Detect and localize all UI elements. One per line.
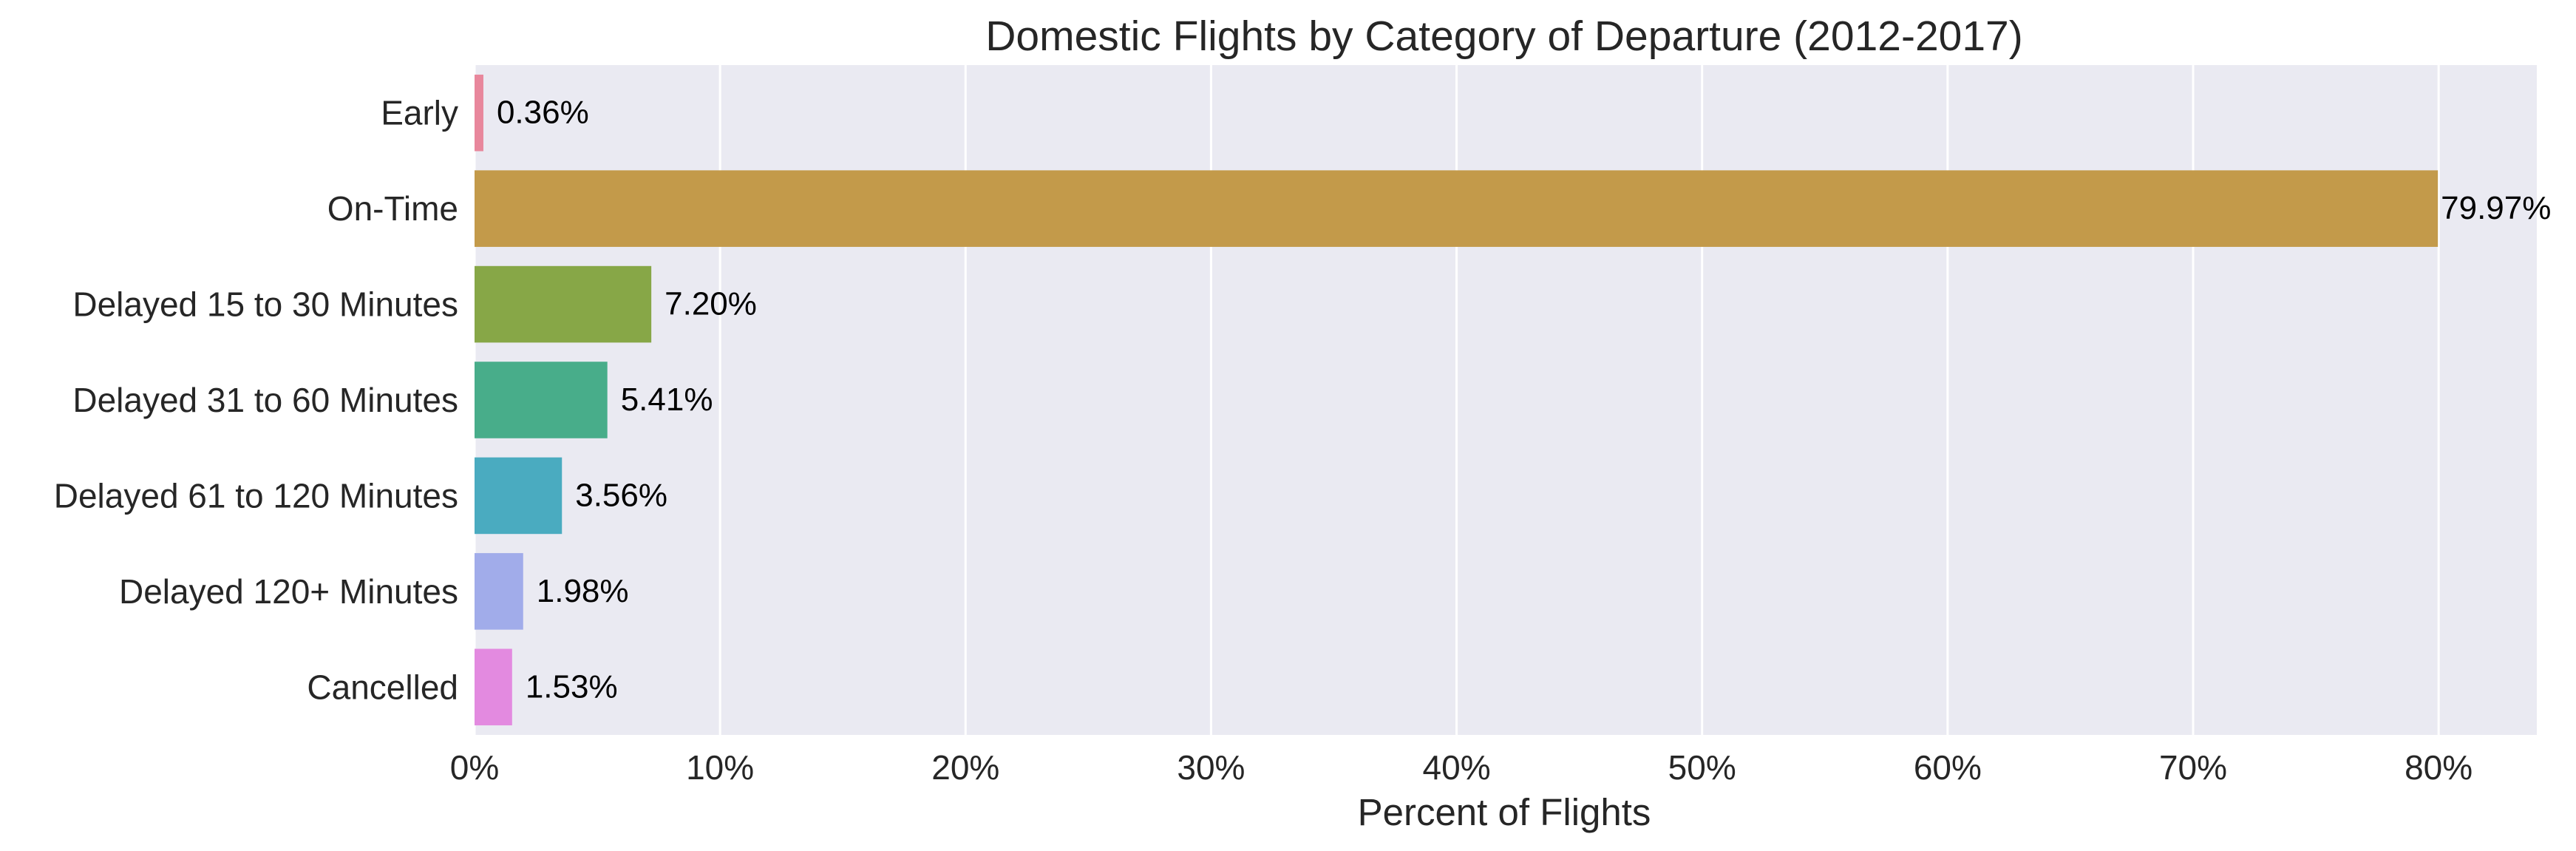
x-tick-label: 40% [1423,748,1491,787]
data-label: 5.41% [621,382,713,418]
plot-background [475,65,2537,735]
chart-title: Domestic Flights by Category of Departur… [985,13,2023,60]
y-tick-label: Delayed 31 to 60 Minutes [72,381,458,419]
y-tick-label: Delayed 61 to 120 Minutes [54,476,458,515]
y-tick-labels: Early On-Time Delayed 15 to 30 Minutes Dela… [54,94,458,707]
data-label: 7.20% [665,286,757,322]
bar [475,74,483,152]
data-label: 1.53% [526,668,618,705]
x-tick-label: 20% [931,748,999,787]
x-tick-label: 10% [686,748,754,787]
bar [475,457,563,535]
x-tick-label: 80% [2405,748,2473,787]
y-tick-label: On-Time [327,189,458,228]
x-tick-labels: 0% 10% 20% 30% 40% 50% 60% 70% 80% [450,748,2473,787]
bar [475,170,2439,247]
bars [475,74,2439,726]
data-label: 79.97% [2441,190,2551,226]
y-tick-label: Cancelled [307,668,458,706]
bar [475,553,523,630]
bar [475,648,512,726]
y-tick-label: Early [381,94,458,132]
x-tick-label: 70% [2159,748,2227,787]
bar [475,265,652,343]
x-tick-label: 0% [450,748,499,787]
x-axis-label: Percent of Flights [1358,791,1651,833]
bar [475,362,608,438]
y-tick-label: Delayed 15 to 30 Minutes [72,285,458,324]
x-tick-label: 30% [1177,748,1245,787]
x-tick-label: 50% [1668,748,1736,787]
data-label: 3.56% [575,477,667,513]
y-tick-label: Delayed 120+ Minutes [119,572,458,611]
x-tick-label: 60% [1914,748,1982,787]
data-label: 0.36% [497,95,589,131]
data-label: 1.98% [537,573,629,609]
data-labels: 0.36% 79.97% 7.20% 5.41% 3.56% 1.98% 1.53% [497,95,2551,705]
